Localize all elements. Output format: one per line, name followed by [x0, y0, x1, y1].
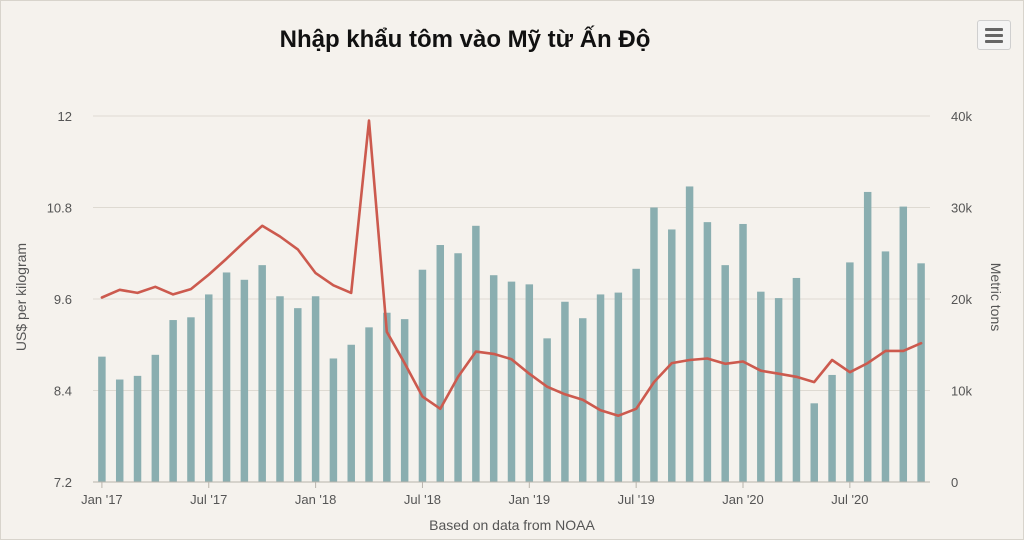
- hamburger-menu-icon-bar: [985, 34, 1003, 37]
- x-tick-label: Jul '19: [618, 492, 655, 507]
- bar: [525, 284, 534, 482]
- y-axis-left-title: US$ per kilogram: [13, 243, 29, 351]
- bar: [899, 206, 908, 482]
- bar: [418, 269, 427, 482]
- y-axis-right-title: Metric tons: [988, 263, 1004, 331]
- bar: [311, 296, 320, 482]
- bar: [828, 374, 836, 482]
- bar: [98, 356, 106, 482]
- bar: [258, 265, 266, 482]
- x-axis-title: Based on data from NOAA: [429, 517, 595, 533]
- bar: [561, 301, 569, 482]
- bar: [863, 191, 872, 482]
- x-tick-label: Jul '18: [404, 492, 441, 507]
- bar: [881, 251, 890, 482]
- bar: [205, 294, 213, 482]
- bar: [792, 277, 801, 482]
- y-right-tick-label: 10k: [951, 384, 972, 399]
- bar: [668, 229, 676, 482]
- bar: [685, 186, 694, 482]
- hamburger-menu-icon-bar: [985, 40, 1003, 43]
- bar: [543, 338, 551, 482]
- y-left-tick-label: 12: [58, 109, 72, 124]
- bar: [151, 354, 160, 482]
- bar: [294, 308, 302, 482]
- bar: [436, 245, 445, 482]
- bar: [650, 207, 658, 482]
- hamburger-menu-icon: [985, 28, 1003, 31]
- bar: [347, 344, 355, 482]
- y-right-tick-label: 40k: [951, 109, 972, 124]
- bar: [614, 292, 623, 482]
- y-right-tick-label: 20k: [951, 292, 972, 307]
- bar: [596, 294, 605, 482]
- bar: [703, 222, 712, 482]
- x-tick-label: Jan '20: [722, 492, 764, 507]
- y-right-tick-label: 0: [951, 475, 958, 490]
- bar: [400, 319, 409, 482]
- bar: [240, 279, 249, 482]
- y-left-tick-label: 10.8: [47, 201, 72, 216]
- line-series-usd-per-kg: [100, 119, 923, 418]
- bar: [739, 223, 747, 482]
- x-tick-label: Jul '20: [831, 492, 868, 507]
- chart-menu-button[interactable]: [977, 20, 1011, 50]
- bar: [917, 263, 925, 482]
- bar: [489, 275, 498, 482]
- bar: [115, 379, 124, 482]
- y-right-tick-label: 30k: [951, 201, 972, 216]
- bar: [472, 225, 480, 483]
- x-tick-label: Jan '19: [509, 492, 551, 507]
- bar: [383, 312, 391, 482]
- bar-series-metric-tons: [98, 186, 925, 483]
- y-left-tick-label: 7.2: [54, 475, 72, 490]
- bar: [507, 281, 516, 482]
- bar: [222, 272, 231, 482]
- bar: [810, 403, 818, 482]
- bar: [133, 375, 142, 482]
- axes: 12 40k 10.8 30k 9.6 20k 8.4 10k 7.2 0 Jan '17 Jul '…: [47, 109, 973, 507]
- bar: [329, 358, 338, 482]
- x-tick-label: Jul '17: [190, 492, 227, 507]
- bar: [276, 296, 284, 482]
- bar: [632, 268, 640, 482]
- y-left-tick-label: 8.4: [54, 384, 72, 399]
- x-tick-label: Jan '18: [295, 492, 337, 507]
- y-left-tick-label: 9.6: [54, 292, 72, 307]
- chart-title: Nhập khẩu tôm vào Mỹ từ Ấn Độ: [279, 26, 651, 53]
- bar: [721, 265, 729, 482]
- bar: [774, 298, 783, 482]
- bar: [454, 253, 462, 482]
- bar: [169, 320, 177, 482]
- price-line: [100, 119, 923, 418]
- bar: [187, 317, 195, 482]
- bar: [365, 327, 373, 482]
- bar: [757, 291, 765, 482]
- x-tick-label: Jan '17: [81, 492, 123, 507]
